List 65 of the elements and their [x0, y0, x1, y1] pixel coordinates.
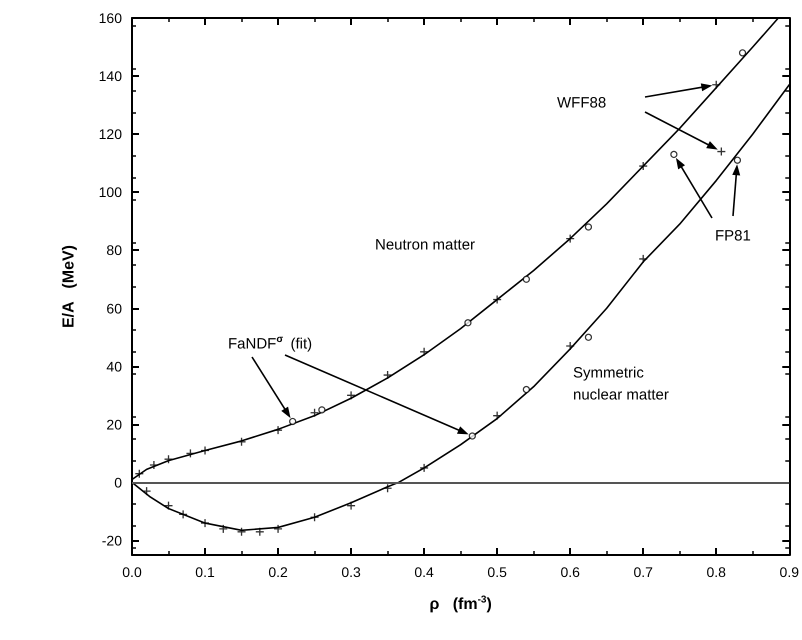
point [464, 319, 472, 326]
annotation: WFF88 [557, 94, 606, 112]
point [347, 391, 356, 400]
annotation: FP81 [715, 228, 751, 244]
point [522, 386, 530, 394]
point [238, 528, 246, 536]
point [493, 412, 502, 420]
y-tick-label: 20 [106, 416, 122, 432]
point [219, 524, 228, 533]
point [135, 470, 144, 478]
point [717, 148, 726, 156]
point [310, 408, 319, 417]
y-tick-label: 140 [98, 68, 122, 84]
point [468, 432, 476, 440]
y-tick-label: 100 [98, 184, 122, 200]
point [274, 524, 282, 533]
point [347, 502, 356, 510]
x-tick-label: 0.8 [706, 564, 726, 580]
point [289, 418, 296, 426]
x-tick-label: 0.9 [780, 564, 800, 580]
annotation: Neutron matter [375, 236, 476, 254]
point [738, 49, 746, 56]
point [670, 150, 678, 158]
y-tick-label: -20 [102, 532, 122, 548]
point [256, 528, 264, 536]
y-tick-label: 40 [106, 358, 122, 374]
point [566, 342, 574, 350]
point [584, 334, 592, 341]
y-tick-label: 160 [98, 10, 122, 26]
x-tick-label: 0.3 [341, 564, 362, 580]
x-tick-label: 0.4 [414, 564, 434, 580]
point [164, 455, 173, 464]
point [274, 426, 282, 434]
x-tick-label: 0.0 [122, 564, 142, 580]
point [384, 484, 392, 492]
x-tick-label: 0.7 [633, 564, 654, 580]
point [493, 296, 502, 304]
point [712, 80, 720, 89]
x-tick-label: 0.1 [195, 564, 215, 580]
point [420, 348, 428, 356]
point [186, 449, 194, 458]
point [584, 223, 592, 231]
point [318, 406, 326, 414]
point [734, 156, 742, 164]
point [238, 438, 246, 446]
y-tick-label: 80 [106, 242, 122, 258]
point [639, 162, 648, 170]
x-tick-label: 0.6 [560, 564, 580, 580]
point [310, 513, 319, 522]
point [384, 371, 392, 380]
annotation: Symmetric nuclear matter [573, 364, 669, 404]
point [639, 254, 648, 263]
y-tick-label: 120 [98, 126, 122, 142]
point [522, 276, 530, 283]
point [566, 234, 574, 243]
y-axis-title: E/A (MeV) [60, 245, 78, 328]
point [150, 461, 158, 470]
y-tick-label: 60 [106, 300, 122, 316]
point [164, 502, 173, 510]
y-tick-label: 0 [114, 474, 122, 490]
x-tick-label: 0.2 [268, 564, 288, 580]
point [142, 487, 151, 496]
point [420, 464, 428, 472]
point [179, 510, 188, 518]
x-tick-label: 0.5 [487, 564, 508, 580]
